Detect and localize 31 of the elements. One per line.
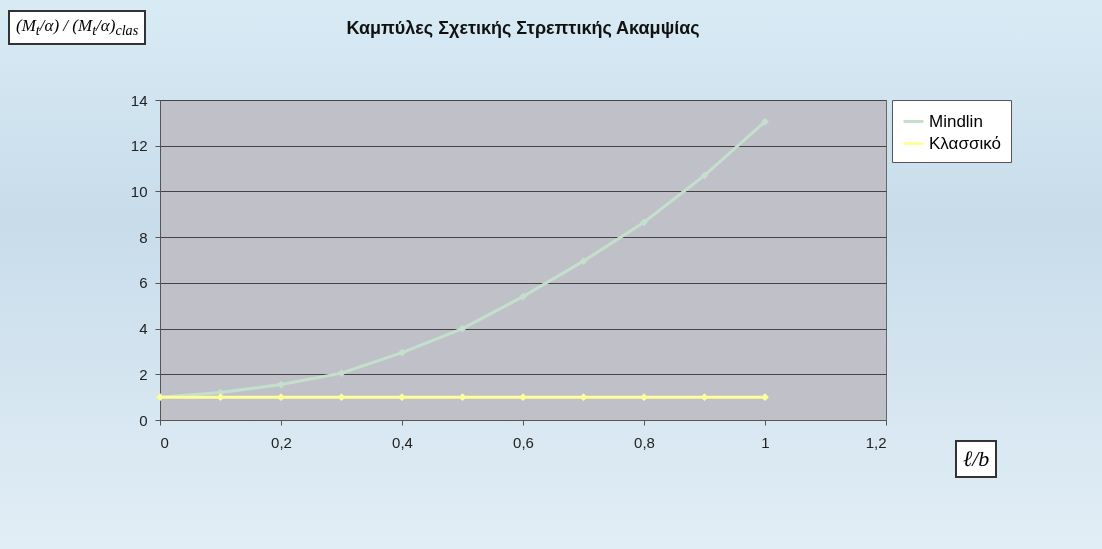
chart-title: Καμπύλες Σχετικής Στρεπτικής Ακαμψίας [346, 18, 700, 38]
point [761, 117, 769, 126]
point [277, 380, 285, 389]
point [519, 292, 527, 301]
y-tick-label: 10 [130, 182, 148, 200]
x-tick-label: 0,6 [513, 433, 534, 451]
y-tick-label: 8 [139, 228, 148, 246]
point [398, 393, 406, 402]
point [277, 393, 285, 402]
y-tick-label: 6 [139, 274, 148, 292]
point [519, 393, 527, 402]
legend-label: Κλασσικό [929, 133, 1001, 153]
x-tick-label: 0,4 [392, 433, 413, 451]
y-tick-label: 2 [139, 365, 148, 383]
y-tick-label: 14 [130, 91, 148, 109]
point [761, 393, 769, 402]
x-tick-label: 1 [761, 433, 770, 451]
y-tick-label: 12 [130, 137, 148, 155]
point [398, 348, 406, 357]
x-axis-title: ℓ/b [955, 440, 998, 478]
x-tick-label: 1,2 [865, 433, 887, 451]
y-axis-title: (M$_{t}$/α) / (M$_{t}$/α)$_{clas}$ [8, 10, 147, 46]
y-tick-label: 0 [139, 411, 148, 429]
x-tick-label: 0,2 [271, 433, 292, 451]
x-tick-label: 0,8 [634, 433, 655, 451]
legend-label: Mindlin [929, 111, 983, 131]
point [640, 393, 648, 402]
x-tick-label: 0 [160, 433, 169, 451]
y-tick-label: 4 [139, 320, 148, 338]
point [579, 257, 588, 266]
point [640, 218, 648, 227]
